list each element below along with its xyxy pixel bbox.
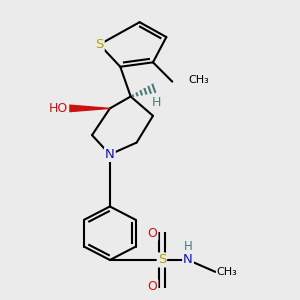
Text: N: N	[183, 254, 193, 266]
Text: CH₃: CH₃	[217, 267, 238, 277]
Text: H: H	[151, 96, 160, 109]
Text: S: S	[95, 38, 104, 51]
Text: CH₃: CH₃	[189, 75, 209, 85]
Text: O: O	[148, 280, 158, 293]
Text: S: S	[158, 254, 166, 266]
Text: N: N	[105, 148, 115, 161]
Text: O: O	[148, 227, 158, 240]
Text: HO: HO	[49, 102, 68, 115]
Text: H: H	[184, 240, 192, 253]
Polygon shape	[65, 105, 110, 112]
